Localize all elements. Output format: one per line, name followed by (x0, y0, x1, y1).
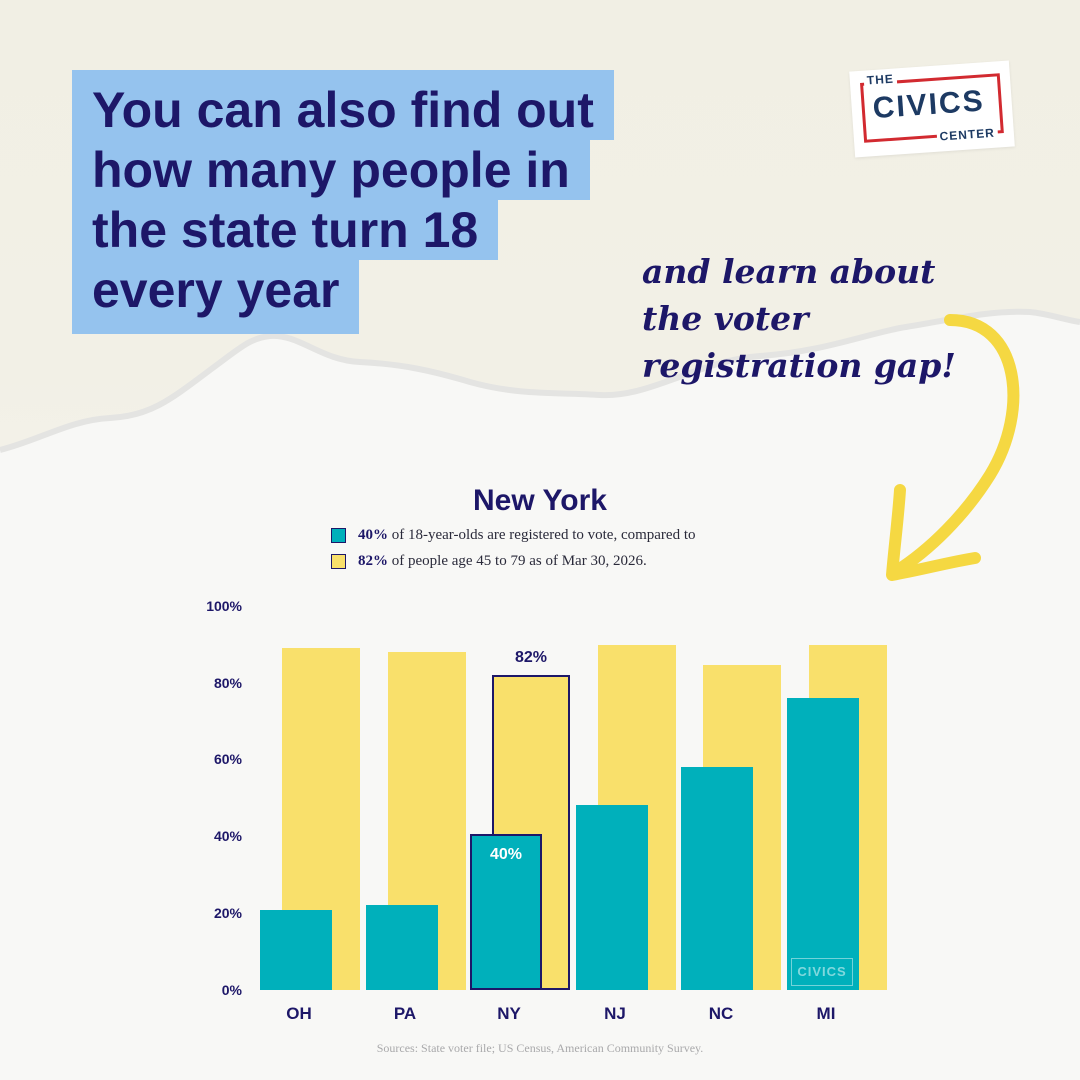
note-line-3: registration gap! (642, 346, 956, 385)
bar-plot: 82% 40% (250, 606, 890, 990)
curved-arrow-icon (886, 314, 1020, 581)
bar-group-oh (260, 606, 366, 990)
bar-label-82: 82% (514, 649, 548, 666)
chart-watermark-logo: CIVICS (791, 958, 853, 986)
bar-youth-nc (681, 767, 753, 990)
headline-line-2: how many people in (72, 140, 590, 200)
bar-label-40: 40% (489, 846, 523, 863)
y-tick-40: 40% (213, 828, 242, 844)
note-line-1: and learn about (642, 252, 936, 291)
y-tick-20: 20% (213, 905, 242, 921)
legend-text: of 18-year-olds are registered to vote, … (388, 526, 696, 543)
chart-title: New York (473, 484, 607, 517)
bar-group-nc (681, 606, 787, 990)
bar-youth-nj (576, 805, 648, 990)
legend-swatch-yellow (331, 553, 346, 569)
headline-line-3: the state turn 18 (72, 200, 499, 260)
bar-group-mi (787, 606, 893, 990)
chart-legend: 40% of 18-year-olds are registered to vo… (331, 522, 696, 574)
x-label-nc: NC (708, 1004, 734, 1023)
legend-value: 82% (358, 552, 388, 569)
sources-note: Sources: State voter file; US Census, Am… (376, 1041, 704, 1055)
bar-youth-ny: 40% (470, 834, 542, 990)
x-label-nj: NJ (604, 1004, 626, 1023)
note-line-2: the voter (642, 299, 809, 338)
legend-item-older: 82% of people age 45 to 79 as of Mar 30,… (331, 548, 696, 574)
y-tick-80: 80% (213, 675, 242, 691)
bar-youth-pa (366, 905, 438, 990)
y-tick-0: 0% (221, 982, 242, 998)
headline-line-1: You can also find out (72, 70, 614, 140)
bar-group-nj (576, 606, 682, 990)
logo-center: CENTER (936, 125, 999, 144)
bar-youth-oh (260, 910, 332, 990)
legend-value: 40% (358, 526, 388, 543)
bar-group-pa (366, 606, 472, 990)
legend-item-youth: 40% of 18-year-olds are registered to vo… (331, 522, 696, 548)
headline-line-4: every year (72, 260, 360, 334)
civics-center-logo: THE CIVICS CENTER (849, 60, 1015, 158)
x-label-oh: OH (286, 1004, 312, 1023)
torn-paper-edge (0, 308, 1080, 540)
headline: You can also find out how many people in… (72, 70, 614, 334)
x-label-ny: NY (497, 1004, 521, 1023)
x-label-pa: PA (393, 1004, 417, 1023)
handwritten-note: and learn about the voter registration g… (642, 248, 956, 389)
x-label-mi: MI (816, 1004, 836, 1023)
bar-group-ny: 82% 40% (470, 606, 576, 990)
legend-text: of people age 45 to 79 as of Mar 30, 202… (388, 552, 647, 569)
legend-swatch-teal (331, 527, 346, 543)
y-tick-60: 60% (213, 751, 242, 767)
bar-youth-mi (787, 698, 859, 990)
logo-the: THE (863, 71, 898, 88)
y-tick-100: 100% (206, 598, 242, 614)
